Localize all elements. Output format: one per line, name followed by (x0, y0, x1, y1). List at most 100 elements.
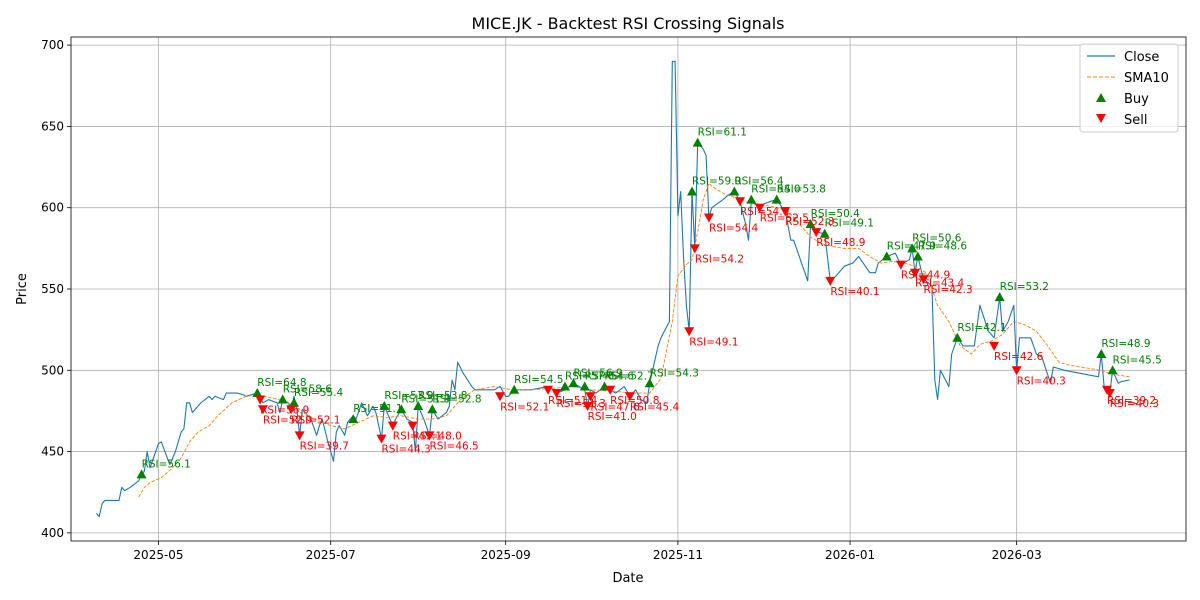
sell-signal-marker (582, 402, 593, 412)
sell-signal-label: RSI=52.5 (760, 213, 809, 225)
sell-signal-label: RSI=54.2 (695, 253, 744, 265)
sell-signal-label: RSI=40.3 (1017, 375, 1066, 387)
y-tick-label: 600 (41, 201, 64, 215)
buy-signal-marker (289, 397, 299, 407)
sell-signal-marker (585, 392, 596, 402)
buy-signal-label: RSI=51.1 (353, 403, 402, 415)
buy-signal-label: RSI=55.4 (294, 387, 344, 399)
x-tick-label: 2026-01 (825, 548, 875, 562)
sell-signal-label: RSI=49.1 (689, 336, 738, 348)
buy-signal-label: RSI=57.6 (565, 371, 615, 383)
sell-signal-marker (257, 405, 268, 415)
sell-signal-label: RSI=51.3 (557, 398, 606, 410)
buy-signal-marker (952, 332, 963, 342)
buy-signal-label: RSI=59.0 (692, 175, 741, 187)
legend-buy-marker (1096, 93, 1106, 102)
buy-signal-label: RSI=50.6 (912, 232, 962, 244)
sell-signal-marker (1011, 366, 1022, 376)
buy-signal-marker (379, 401, 390, 411)
buy-signal-label: RSI=48.6 (918, 240, 968, 252)
y-tick-label: 700 (41, 38, 64, 52)
sell-signal-label: RSI=52.1 (291, 414, 340, 426)
buy-signal-marker (136, 469, 147, 479)
buy-signal-marker (1107, 365, 1118, 375)
legend: Close SMA10 Buy Sell (1079, 43, 1179, 133)
sell-signal-marker (424, 431, 435, 441)
buy-signal-marker (568, 378, 579, 388)
sell-signal-marker (989, 341, 1000, 351)
sell-signal-marker (910, 268, 921, 278)
buy-signal-marker (881, 251, 892, 261)
sell-signal-label: RSI=48.9 (816, 237, 865, 249)
buy-signal-label: RSI=53.8 (777, 184, 826, 196)
y-tick-label: 650 (41, 119, 64, 133)
buy-signal-label: RSI=54.6 (585, 371, 635, 383)
x-tick-label: 2025-05 (133, 548, 183, 562)
x-axis-label: Date (612, 571, 643, 586)
buy-signal-label: RSI=42.1 (957, 322, 1006, 334)
y-tick-label: 550 (41, 282, 64, 296)
buy-signal-label: RSI=49.1 (825, 218, 874, 230)
sell-signal-label: RSI=42.6 (994, 351, 1044, 363)
buy-signal-marker (579, 381, 590, 391)
buy-signal-label: RSI=53.9 (384, 390, 433, 402)
sell-signal-label: RSI=39.2 (1107, 395, 1156, 407)
sell-signal-marker (624, 392, 635, 402)
sell-signal-label: RSI=46.5 (429, 440, 478, 452)
sell-signal-label: RSI=40.1 (830, 286, 879, 298)
y-tick-label: 500 (41, 363, 64, 377)
buy-signal-marker (509, 384, 520, 394)
sell-signal-marker (918, 275, 929, 285)
sell-signal-marker (495, 392, 506, 402)
x-tick-label: 2025-09 (481, 548, 531, 562)
sell-signal-marker (605, 385, 616, 395)
buy-signal-marker (348, 414, 359, 424)
sell-signal-label: RSI=56.9 (260, 405, 309, 417)
buy-signal-marker (396, 404, 407, 414)
buy-signal-label: RSI=52.8 (432, 393, 481, 405)
buy-signal-label: RSI=53.2 (1000, 281, 1049, 293)
sell-signal-label: RSI=52.9 (263, 414, 312, 426)
buy-signal-marker (252, 388, 263, 398)
sell-signal-marker (754, 203, 765, 213)
buy-signal-label: RSI=53.8 (418, 390, 467, 402)
sell-signal-label: RSI=52.3 (785, 216, 834, 228)
sell-signal-marker (255, 395, 266, 405)
sma-series-line (138, 182, 1130, 498)
sell-signal-label: RSI=54.4 (709, 222, 759, 234)
buy-signal-marker (912, 251, 923, 261)
sell-signal-marker (825, 276, 836, 286)
buy-signal-marker (413, 401, 424, 411)
buy-signal-marker (994, 292, 1005, 302)
legend-buy-label: Buy (1124, 92, 1149, 107)
sell-signal-marker (735, 197, 745, 207)
buy-signal-label: RSI=61.1 (698, 127, 747, 139)
sell-signal-label: RSI=40.3 (1110, 398, 1159, 410)
legend-box (1079, 43, 1179, 133)
buy-signal-label: RSI=56.9 (573, 367, 622, 379)
sell-signal-marker (895, 260, 906, 270)
sell-signal-label: RSI=48.0 (413, 431, 462, 443)
sell-signal-marker (286, 405, 297, 415)
buy-signal-label: RSI=54.5 (514, 374, 563, 386)
buy-signal-marker (427, 404, 438, 414)
sell-signal-marker (1104, 389, 1115, 399)
sell-signal-marker (689, 244, 700, 254)
buy-signal-label: RSI=54.3 (650, 367, 699, 379)
x-tick-label: 2026-03 (992, 548, 1042, 562)
sell-signal-label: RSI=54.0 (740, 206, 789, 218)
buy-signal-marker (771, 194, 782, 204)
sell-signal-marker (551, 389, 562, 399)
buy-signal-marker (729, 186, 740, 196)
sell-signal-marker (376, 434, 387, 444)
buy-signal-marker (277, 394, 288, 404)
x-tick-label: 2025-07 (306, 548, 356, 562)
y-tick-label: 450 (41, 445, 64, 459)
sell-signal-label: RSI=44.3 (382, 444, 431, 456)
sell-signal-marker (684, 327, 695, 337)
buy-signal-label: RSI=58.6 (283, 384, 333, 396)
buy-signal-marker (559, 381, 570, 391)
chart-title: MICE.JK - Backtest RSI Crossing Signals (472, 14, 785, 33)
sell-signal-marker (294, 431, 305, 441)
